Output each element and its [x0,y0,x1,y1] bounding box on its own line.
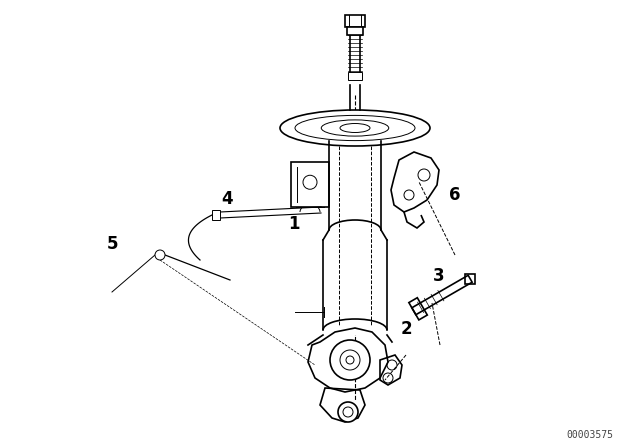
Bar [348,72,362,80]
Bar [329,141,381,230]
Text: 6: 6 [449,186,460,204]
Text: 1: 1 [289,215,300,233]
Text: 5: 5 [106,235,118,253]
Bar [323,230,387,335]
Text: 4: 4 [221,190,233,208]
Circle shape [338,402,358,422]
Bar [291,162,329,207]
Bar [347,27,363,35]
Text: 00003575: 00003575 [566,430,614,440]
Bar [212,210,220,220]
Bar [345,15,365,27]
Text: 3: 3 [433,267,444,284]
Circle shape [330,340,370,380]
Text: 2: 2 [401,320,412,338]
Bar [465,274,475,284]
Circle shape [155,250,165,260]
Ellipse shape [280,110,430,146]
